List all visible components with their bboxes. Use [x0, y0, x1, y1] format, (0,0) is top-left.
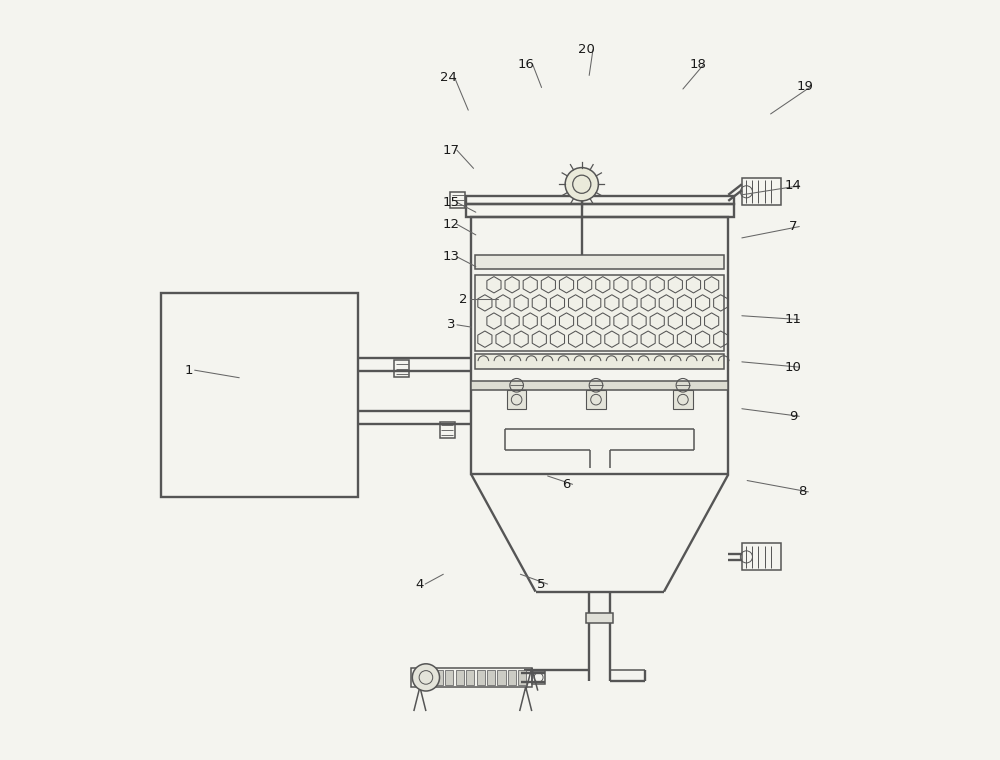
Bar: [440, 422, 455, 439]
Text: 17: 17: [442, 144, 459, 157]
Text: 3: 3: [447, 318, 455, 331]
Bar: [497, 670, 506, 685]
Text: 8: 8: [798, 486, 807, 499]
Bar: [742, 178, 781, 205]
Bar: [475, 275, 724, 350]
Bar: [466, 670, 474, 685]
Bar: [445, 670, 453, 685]
Bar: [475, 353, 724, 369]
Bar: [411, 668, 532, 687]
Text: 18: 18: [690, 58, 706, 71]
Text: 16: 16: [518, 58, 535, 71]
Text: 12: 12: [442, 218, 459, 231]
Bar: [487, 670, 495, 685]
Bar: [456, 670, 464, 685]
Bar: [508, 670, 516, 685]
Text: 7: 7: [789, 220, 798, 233]
Bar: [471, 381, 728, 390]
Bar: [435, 670, 443, 685]
Bar: [394, 360, 409, 377]
Bar: [450, 192, 465, 208]
Bar: [673, 390, 693, 410]
Bar: [586, 390, 606, 410]
Text: 11: 11: [785, 313, 802, 326]
Text: 6: 6: [562, 478, 571, 491]
Text: 2: 2: [459, 293, 468, 306]
Bar: [518, 670, 526, 685]
Text: 15: 15: [442, 196, 459, 209]
Text: 20: 20: [578, 43, 595, 56]
Bar: [586, 613, 613, 623]
Bar: [471, 217, 728, 474]
Bar: [466, 204, 734, 217]
Bar: [742, 543, 781, 571]
Circle shape: [412, 663, 440, 691]
Text: 13: 13: [442, 250, 459, 263]
Bar: [424, 670, 432, 685]
Text: 1: 1: [184, 364, 193, 377]
Bar: [507, 390, 526, 410]
Text: 4: 4: [415, 578, 423, 591]
Bar: [466, 196, 734, 204]
Bar: [477, 670, 485, 685]
Bar: [475, 255, 724, 269]
Bar: [414, 670, 422, 685]
Bar: [532, 671, 545, 684]
Text: 14: 14: [785, 179, 802, 192]
Circle shape: [565, 168, 598, 201]
Bar: [161, 293, 358, 497]
Text: 24: 24: [440, 71, 457, 84]
Text: 9: 9: [789, 410, 797, 423]
Text: 19: 19: [796, 81, 813, 93]
Text: 10: 10: [785, 361, 802, 374]
Text: 5: 5: [537, 578, 546, 591]
